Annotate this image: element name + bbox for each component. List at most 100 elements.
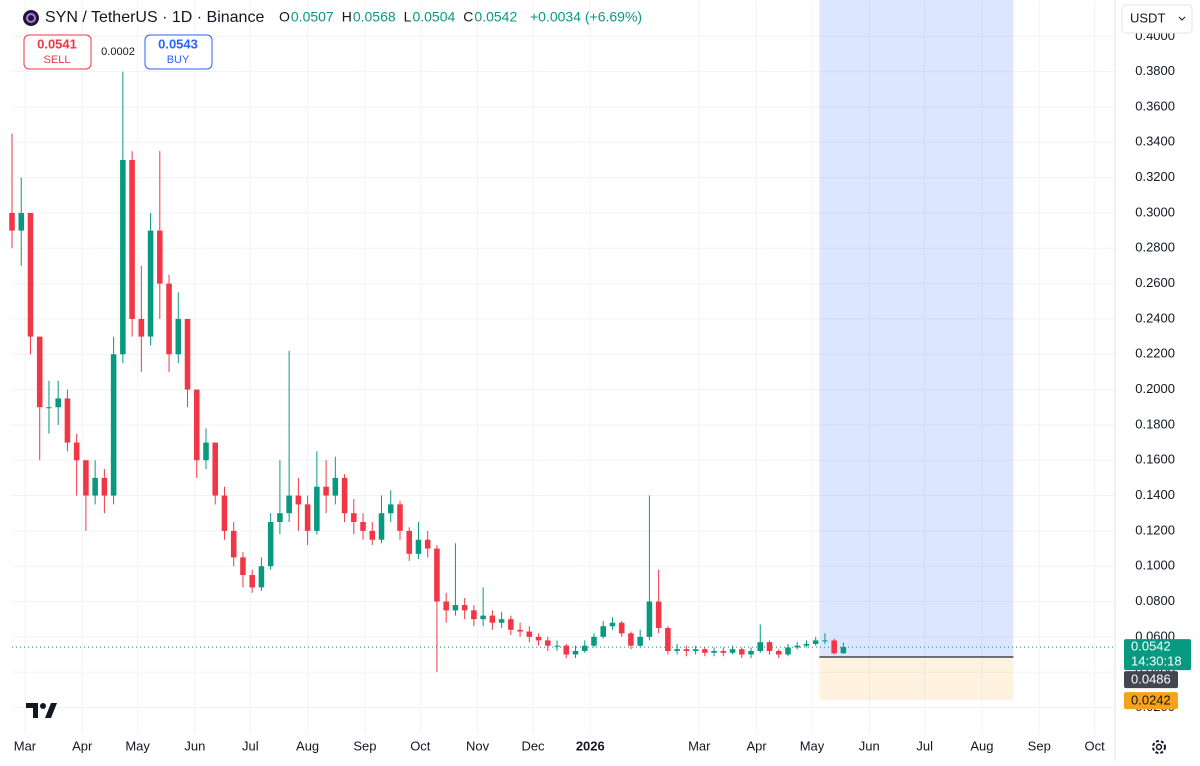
- candle-body: [655, 601, 662, 629]
- x-tick-label: Apr: [72, 738, 93, 753]
- candle-body: [628, 633, 634, 646]
- x-tick-label: 2026: [576, 738, 605, 753]
- y-tick-label: 0.2000: [1135, 381, 1175, 396]
- sell-button[interactable]: [23, 34, 92, 70]
- candle-body: [64, 398, 71, 443]
- y-tick-label: 0.1200: [1135, 522, 1175, 537]
- candle-body: [212, 442, 219, 496]
- ohlc-value: 0.0507: [291, 9, 334, 25]
- y-tick-label: 0.2400: [1135, 310, 1175, 325]
- sell-price: 0.0541: [37, 36, 77, 51]
- candle-body: [766, 642, 773, 651]
- axes: 0.02000.04000.06000.08000.10000.12000.14…: [14, 28, 1191, 753]
- candle-body: [147, 230, 154, 337]
- spread: 0.0002: [101, 46, 135, 58]
- x-tick-label: Jun: [184, 738, 205, 753]
- candle-body: [757, 642, 764, 651]
- candle-body: [314, 486, 320, 531]
- candle-body: [600, 626, 606, 637]
- candle-body: [295, 495, 302, 505]
- stop-price-label: 0.0242: [1131, 693, 1171, 708]
- candle-body: [683, 649, 690, 651]
- y-tick-label: 0.2600: [1135, 275, 1175, 290]
- candle-body: [351, 513, 357, 523]
- candle-body: [748, 650, 754, 655]
- candle-body: [120, 159, 126, 355]
- ohlc-value: 0.0568: [353, 9, 396, 25]
- candle-body: [92, 477, 98, 496]
- candle-body: [581, 645, 588, 651]
- candle-body: [572, 650, 579, 655]
- candle-body: [286, 495, 292, 514]
- candle-body: [9, 212, 15, 231]
- candle-body: [840, 647, 847, 654]
- x-tick-label: Jul: [242, 738, 259, 753]
- candle-body: [184, 318, 191, 390]
- candle-body: [489, 615, 496, 623]
- candle-body: [110, 354, 117, 496]
- x-tick-label: Sep: [353, 738, 376, 753]
- candle-body: [203, 442, 209, 461]
- candle-body: [794, 645, 800, 648]
- candle-body: [665, 628, 671, 651]
- candle-body: [434, 548, 440, 602]
- candle-body: [775, 650, 782, 655]
- candle-body: [711, 650, 717, 653]
- y-tick-label: 0.1000: [1135, 558, 1175, 573]
- candle-body: [27, 212, 34, 337]
- candle-body: [240, 557, 246, 576]
- candle-body: [387, 504, 394, 514]
- candle-body: [563, 645, 570, 655]
- candle-body: [193, 389, 200, 461]
- candle-body: [369, 530, 376, 540]
- symbol-title: SYN / TetherUS · 1D · Binance: [45, 9, 264, 26]
- countdown: 14:30:18: [1131, 654, 1182, 669]
- candle-body: [406, 530, 412, 554]
- ohlc-value: 0.0542: [474, 9, 517, 25]
- candle-body: [785, 647, 791, 655]
- buy-label: BUY: [167, 54, 190, 66]
- x-tick-label: Aug: [296, 738, 319, 753]
- y-tick-label: 0.1600: [1135, 452, 1175, 467]
- candle-body: [258, 566, 265, 588]
- candle-body: [36, 336, 43, 408]
- settings-icon[interactable]: [1152, 740, 1166, 754]
- buy-button[interactable]: [144, 34, 213, 70]
- candle-body: [535, 636, 542, 641]
- candle-body: [729, 649, 736, 653]
- x-tick-label: Mar: [688, 738, 711, 753]
- candle-body: [323, 486, 329, 496]
- candle-body: [461, 605, 468, 611]
- y-tick-label: 0.0800: [1135, 593, 1175, 608]
- tv-logo: [26, 703, 57, 718]
- candle-body: [480, 615, 486, 620]
- y-tick-label: 0.1800: [1135, 416, 1175, 431]
- x-tick-label: Jun: [859, 738, 880, 753]
- candle-body: [739, 649, 745, 655]
- candle-body: [157, 230, 163, 284]
- candle-body: [415, 539, 422, 554]
- candle-body: [517, 629, 523, 632]
- candle-body: [554, 645, 560, 647]
- x-tick-label: Oct: [1085, 738, 1106, 753]
- candle-body: [101, 477, 108, 496]
- candle-body: [637, 636, 643, 646]
- x-tick-label: Mar: [14, 738, 37, 753]
- candle-body: [443, 601, 449, 611]
- currency: USDT: [1130, 10, 1165, 25]
- x-tick-label: Jul: [916, 738, 933, 753]
- candle-body: [609, 622, 616, 627]
- candle-body: [822, 640, 828, 642]
- ohlc-value: 0.0504: [412, 9, 455, 25]
- candle-body: [674, 649, 680, 651]
- candle-body: [249, 575, 255, 588]
- x-tick-label: May: [800, 738, 825, 753]
- last-price-label: 0.0542: [1131, 639, 1171, 654]
- change: +0.0034 (+6.69%): [530, 9, 642, 25]
- candle-body: [83, 460, 89, 496]
- symbol-icon-ring: [26, 13, 36, 23]
- currency-select[interactable]: [1121, 4, 1193, 34]
- candle-body: [129, 159, 135, 319]
- y-tick-label: 0.3400: [1135, 134, 1175, 149]
